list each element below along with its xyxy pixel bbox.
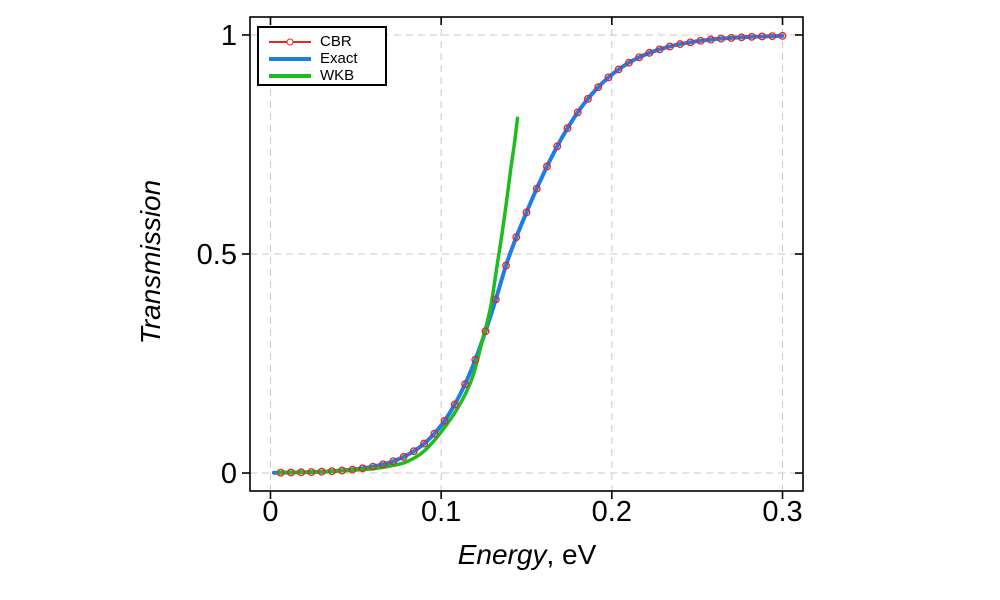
wkb-legend-line (269, 73, 311, 78)
cbr-marker (491, 295, 500, 304)
wkb-line-sample (269, 67, 311, 84)
cbr-marker (583, 94, 592, 103)
legend-item-exact: Exact (269, 50, 379, 67)
cbr-marker (696, 36, 705, 45)
legend-label-wkb: WKB (320, 67, 355, 84)
cbr-marker (512, 233, 521, 242)
x-tick-label: 0.2 (592, 496, 632, 528)
cbr-marker (665, 42, 674, 51)
cbr-marker (461, 380, 470, 389)
x-axis-label: Energy, eV (458, 539, 597, 571)
wkb-line (275, 116, 520, 475)
cbr-marker (635, 53, 644, 62)
cbr-marker (297, 468, 306, 477)
y-tick-label: 0.5 (197, 239, 237, 271)
cbr-line-sample (269, 33, 311, 50)
y-tick-label: 0 (221, 458, 237, 490)
cbr-marker (676, 40, 685, 49)
x-tick-label: 0 (262, 496, 278, 528)
legend-label-cbr: CBR (320, 33, 352, 50)
cbr-marker (389, 457, 398, 466)
cbr-marker (522, 208, 531, 217)
y-axis-label: Transmission (135, 179, 166, 345)
cbr-marker (737, 33, 746, 42)
cbr-marker (399, 452, 408, 461)
exact-line-sample (269, 50, 311, 67)
cbr-marker (307, 468, 316, 477)
cbr-marker (717, 34, 726, 43)
x-tick-label: 0.1 (421, 496, 461, 528)
cbr-marker (758, 32, 766, 41)
cbr-marker (276, 468, 285, 477)
cbr-marker (317, 467, 326, 476)
cbr-marker (778, 31, 787, 40)
cbr-marker (287, 468, 295, 477)
cbr-marker (348, 465, 357, 474)
cbr-marker (368, 462, 377, 471)
legend-item-cbr: CBR (269, 33, 379, 50)
cbr-marker (768, 32, 777, 41)
cbr-marker (409, 447, 418, 456)
y-tick-label: 1 (221, 20, 237, 52)
cbr-marker (379, 460, 388, 469)
cbr-marker (502, 261, 510, 270)
x-axis-label-italic: Energy (457, 539, 547, 570)
cbr-marker (553, 142, 562, 151)
cbr-marker (563, 124, 572, 133)
cbr-marker (573, 108, 582, 117)
exact-legend-line (269, 56, 311, 61)
legend-item-wkb: WKB (269, 67, 379, 84)
cbr-marker (338, 466, 347, 475)
x-axis-label-units: , eV (546, 539, 597, 570)
cbr-marker (532, 184, 541, 193)
legend: CBR Exact WKB (257, 26, 387, 86)
cbr-marker (594, 83, 603, 92)
x-tick-label: 0.3 (762, 496, 802, 528)
cbr-marker (450, 400, 459, 409)
cbr-marker (471, 355, 480, 364)
cbr-marker (645, 48, 654, 57)
cbr-marker (686, 38, 695, 47)
cbr-marker (327, 467, 336, 476)
cbr-marker (747, 32, 756, 41)
cbr-marker (481, 327, 490, 336)
plot-border (249, 16, 804, 492)
legend-label-exact: Exact (320, 50, 358, 67)
cbr-marker (655, 45, 664, 54)
cbr-marker (604, 73, 613, 82)
cbr-marker (440, 416, 449, 425)
cbr-marker (420, 439, 429, 448)
cbr-legend-circle-icon (286, 38, 294, 45)
cbr-marker (727, 33, 736, 42)
cbr-marker (358, 464, 367, 473)
cbr-marker (430, 429, 439, 438)
cbr-marker (706, 35, 715, 44)
cbr-marker (543, 162, 551, 171)
cbr-marker (614, 65, 623, 74)
cbr-marker (624, 58, 633, 67)
